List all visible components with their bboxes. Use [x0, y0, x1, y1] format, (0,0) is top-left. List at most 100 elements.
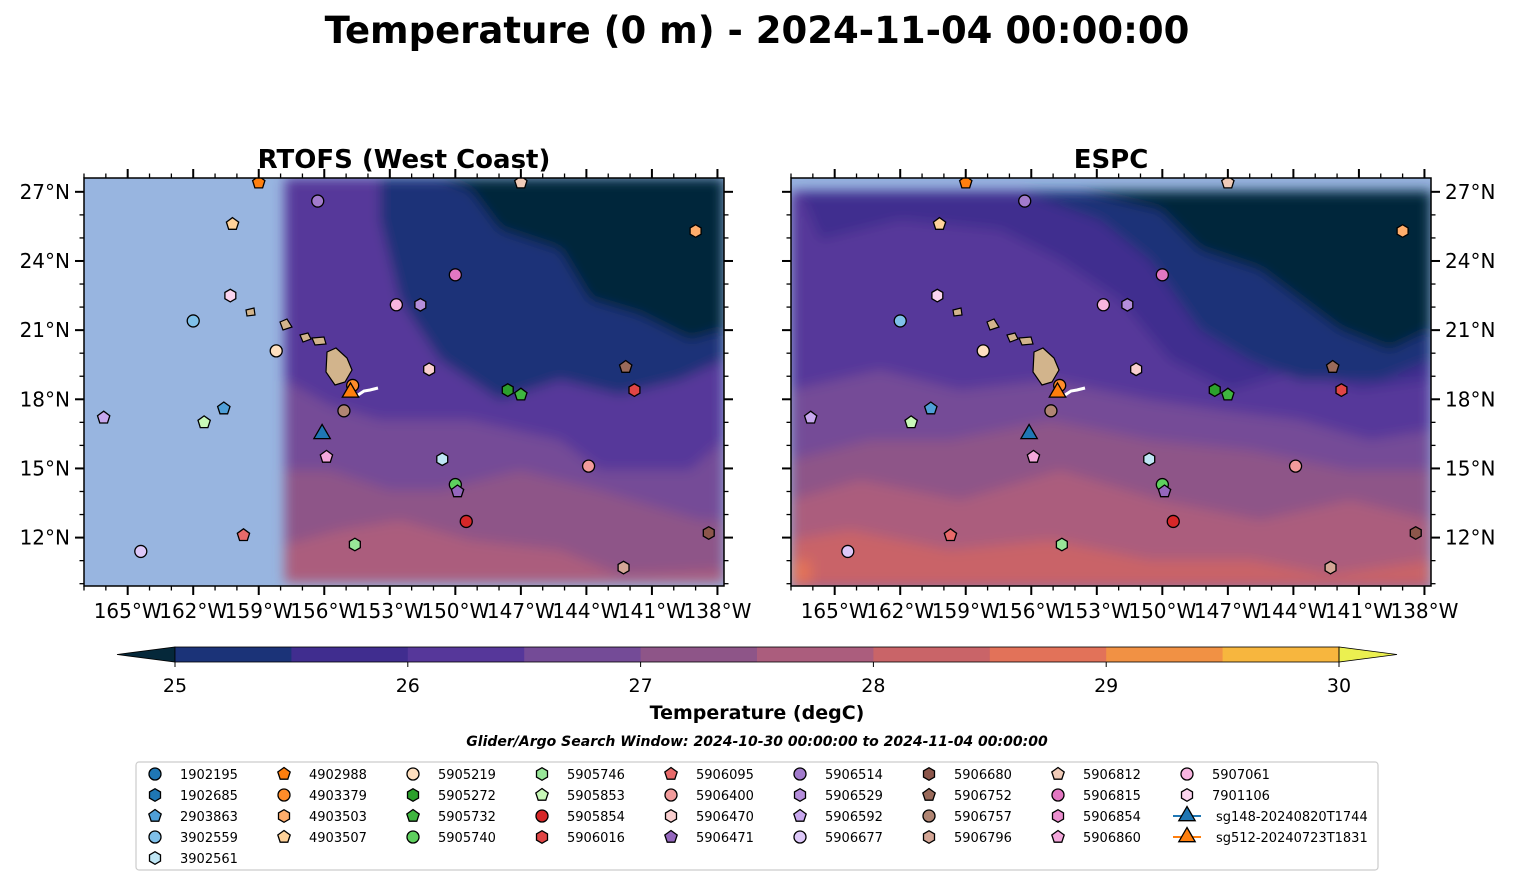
x-tick-label: 159°W [932, 599, 1000, 623]
legend-label: 5906471 [696, 831, 754, 846]
marker-sg512-20240723T1831 [341, 381, 360, 398]
legend-label: 5905219 [438, 768, 496, 783]
legend-marker [1051, 766, 1065, 780]
y-tick-label: 15°N [1445, 456, 1495, 480]
marker-5905272 [501, 383, 514, 398]
legend-label: 5906016 [567, 831, 625, 846]
legend-marker [277, 788, 291, 802]
marker-5906016 [1335, 383, 1348, 398]
y-tick-label: 24°N [20, 249, 70, 273]
legend-label: 5906757 [954, 810, 1012, 825]
x-tick-label: 165°W [801, 599, 869, 623]
legend-item: 5906815 [1051, 788, 1141, 804]
marker-5906757 [1044, 404, 1058, 418]
colorbar-segment [640, 647, 758, 662]
x-tick-label: 156°W [997, 599, 1065, 623]
y-tick-label: 24°N [1445, 249, 1495, 273]
legend-marker [664, 829, 678, 843]
axes-frame-rtofs [83, 177, 725, 587]
figure-title: Temperature (0 m) - 2024-11-04 00:00:00 [325, 9, 1190, 52]
marker-4903503 [1396, 223, 1409, 239]
legend-label: 2903863 [180, 810, 238, 825]
legend-item: 1902685 [148, 787, 238, 804]
y-tick-label: 18°N [20, 387, 70, 411]
marker-5905746 [1055, 537, 1068, 552]
legend-marker [922, 829, 936, 845]
x-tick-label: 150°W [421, 599, 489, 623]
marker-7901106 [224, 288, 237, 303]
marker-5905732 [513, 387, 528, 401]
marker-5906860 [1026, 449, 1041, 463]
marker-5906677 [841, 544, 855, 559]
panel-espc: ESPC 1 [782, 145, 1495, 623]
legend-item: 5906016 [535, 829, 625, 846]
marker-5905854 [1166, 514, 1180, 529]
marker-5906680 [702, 525, 715, 541]
legend-marker [277, 829, 291, 843]
marker-5906752 [1325, 359, 1340, 373]
marker-5906514 [1018, 194, 1032, 208]
legend-label: 5905854 [567, 810, 625, 825]
colorbar-ticks: 25 26 27 28 29 30 [163, 662, 1351, 697]
legend-item: 4903503 [277, 808, 367, 825]
legend-label: 5906592 [825, 810, 883, 825]
legend-label: 5906470 [696, 810, 754, 825]
legend-marker [148, 767, 162, 781]
marker-3902559 [186, 314, 200, 328]
y-tick-label: 27°N [1445, 180, 1495, 204]
legend-marker [535, 829, 549, 845]
legend-label: 5905272 [438, 789, 496, 804]
legend-item: 5906514 [793, 767, 883, 783]
marker-5905272 [1208, 383, 1221, 398]
legend-marker [922, 809, 936, 823]
markers-rtofs [96, 178, 715, 575]
legend-item: 5906812 [1051, 766, 1141, 783]
legend-label: 4902988 [309, 768, 367, 783]
legend-label: 4903379 [309, 789, 367, 804]
marker-5906471 [450, 484, 465, 498]
legend-item: 4902988 [277, 766, 367, 783]
colorbar-segment [291, 647, 409, 662]
legend-label: 5906095 [696, 768, 754, 783]
marker-sg148-20240820T1744 [1019, 423, 1039, 440]
x-tick-label: 150°W [1128, 599, 1196, 623]
legend-marker [664, 766, 678, 780]
legend-label: 5905746 [567, 768, 625, 783]
marker-3902559 [893, 314, 907, 328]
legend-marker [406, 830, 420, 844]
y-tick-label: 21°N [20, 318, 70, 342]
legend-marker [148, 850, 162, 866]
marker-3902561 [436, 452, 449, 467]
colorbar-segment [1106, 647, 1224, 662]
legend-label: 5906529 [825, 789, 883, 804]
legend-item: 5906471 [664, 829, 754, 846]
legend-item: 5906860 [1051, 829, 1141, 846]
legend-label: 5906815 [1083, 789, 1141, 804]
legend-item: 5906796 [922, 829, 1012, 846]
colorbar-segment [989, 647, 1107, 662]
legend-item: 5906752 [922, 787, 1012, 804]
marker-5906400 [581, 459, 596, 473]
x-tick-label: 162°W [866, 599, 934, 623]
land-rtofs [245, 307, 353, 386]
legend-item: 4903379 [277, 788, 367, 804]
marker-5906592 [96, 410, 111, 424]
legend: 1902195 1902685 2903863 3902559 3902561 49029… [135, 761, 1379, 871]
legend-marker [535, 787, 549, 801]
colorbar-outline [174, 646, 1340, 663]
marker-5905854 [459, 514, 473, 529]
legend-marker [277, 766, 291, 780]
legend-item: 3902559 [148, 830, 238, 846]
legend-marker [664, 788, 678, 802]
legend-label: 5906677 [825, 831, 883, 846]
marker-5905853 [904, 415, 919, 429]
x-tick-label: 147°W [1194, 599, 1262, 623]
x-tick-label: 138°W [1390, 599, 1458, 623]
colorbar-extend-high [1338, 646, 1398, 663]
legend-label: 7901106 [1212, 789, 1270, 804]
legend-label: 5905853 [567, 789, 625, 804]
ticks-espc: 165°W162°W159°W156°W153°W150°W147°W144°W… [782, 169, 1495, 623]
legend-label: 5906752 [954, 789, 1012, 804]
legend-item: 5905853 [535, 787, 625, 804]
